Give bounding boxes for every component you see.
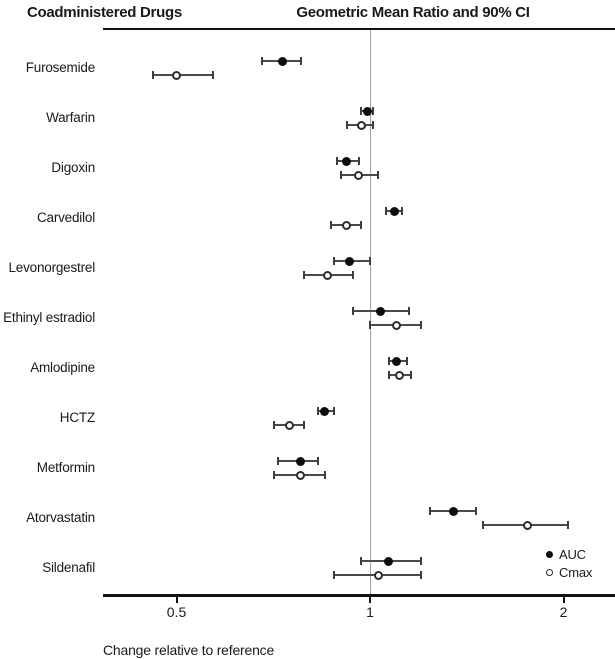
row-metformin-auc-marker [296,456,306,466]
row-levonorgestrel-cmax-marker [323,270,333,280]
column-header-coadministered-drugs: Coadministered Drugs [27,4,182,21]
row-metformin-auc-ci-cap-lo [277,457,280,465]
row-carvedilol-cmax-ci-cap-hi [360,221,363,229]
row-ethinyl-estradiol-cmax-marker [392,320,402,330]
row-warfarin-auc-ci-cap-hi [371,107,374,115]
drug-label-metformin: Metformin [36,460,95,475]
row-atorvastatin-cmax-marker [523,520,533,530]
row-metformin-cmax-ci-cap-hi [323,471,326,479]
row-hctz-cmax-marker [285,420,295,430]
drug-label-hctz: HCTZ [59,410,95,425]
row-ethinyl-estradiol-cmax-ci-cap-hi [419,321,422,329]
row-sildenafil-cmax-ci-cap-hi [419,571,422,579]
header-rule [103,28,615,30]
row-sildenafil-auc-ci-cap-hi [419,557,422,565]
row-hctz-auc-ci-cap-lo [316,407,319,415]
drug-label-atorvastatin: Atorvastatin [26,510,95,525]
row-digoxin-cmax-marker [354,170,364,180]
drug-label-furosemide: Furosemide [25,60,95,75]
x-tick-label-1: 1 [366,604,374,620]
legend-label-cmax: Cmax [559,564,593,580]
row-ethinyl-estradiol-auc-marker [376,306,386,316]
x-tick-2 [562,597,565,603]
row-furosemide-cmax-ci-cap-hi [212,71,215,79]
legend-label-auc: AUC [559,546,586,562]
drug-label-amlodipine: Amlodipine [30,360,95,375]
row-furosemide-auc-ci-cap-hi [299,57,302,65]
row-digoxin-cmax-ci-cap-lo [339,171,342,179]
legend-item-auc: AUC [546,546,586,562]
drug-label-ethinyl-estradiol: Ethinyl estradiol [3,310,95,325]
row-amlodipine-auc-ci-cap-hi [405,357,408,365]
row-digoxin-cmax-ci-cap-hi [377,171,380,179]
row-ethinyl-estradiol-cmax-ci-cap-lo [369,321,371,329]
row-amlodipine-auc-ci-cap-lo [387,357,390,365]
row-carvedilol-cmax-marker [342,220,352,230]
row-sildenafil-cmax-marker [373,570,383,580]
row-carvedilol-auc-ci-cap-hi [400,207,403,215]
row-warfarin-cmax-ci-cap-lo [345,121,348,129]
row-amlodipine-cmax-marker [394,370,404,380]
row-digoxin-auc-ci-cap-hi [357,157,360,165]
filled-circle-icon [546,550,553,558]
row-levonorgestrel-cmax-ci-cap-hi [351,271,354,279]
row-hctz-cmax-ci-cap-lo [273,421,276,429]
row-carvedilol-auc-marker [389,206,399,216]
row-atorvastatin-auc-marker [449,506,459,516]
x-axis-line [103,594,615,597]
row-levonorgestrel-cmax-ci-cap-lo [303,271,306,279]
row-warfarin-cmax-ci-cap-hi [371,121,374,129]
row-metformin-cmax-marker [296,470,306,480]
row-metformin-auc-ci-cap-hi [316,457,319,465]
row-furosemide-cmax-marker [172,70,181,80]
row-atorvastatin-auc-ci-cap-hi [474,507,477,515]
row-sildenafil-cmax-ci-cap-lo [333,571,336,579]
x-axis-label: Change relative to reference [103,642,275,658]
row-carvedilol-cmax-ci-cap-lo [330,221,333,229]
row-hctz-auc-marker [320,406,330,416]
row-levonorgestrel-auc-ci-cap-lo [333,257,336,265]
row-sildenafil-auc-ci-cap-lo [360,557,363,565]
row-atorvastatin-cmax-ci-cap-hi [566,521,569,529]
row-sildenafil-auc-marker [384,556,394,566]
drug-label-warfarin: Warfarin [46,110,95,125]
drug-label-levonorgestrel: Levonorgestrel [8,260,95,275]
row-metformin-cmax-ci-cap-lo [273,471,276,479]
legend-item-cmax: Cmax [546,564,593,580]
row-warfarin-auc-marker [362,106,372,116]
row-hctz-auc-ci-cap-hi [333,407,336,415]
row-levonorgestrel-auc-marker [345,256,355,266]
row-warfarin-cmax-marker [356,120,366,130]
row-carvedilol-auc-ci-cap-lo [385,207,388,215]
reference-line [370,30,371,594]
row-ethinyl-estradiol-auc-ci-cap-hi [408,307,411,315]
row-amlodipine-cmax-ci-cap-lo [387,371,390,379]
drug-label-sildenafil: Sildenafil [42,560,95,575]
row-furosemide-auc-marker [277,56,287,66]
row-atorvastatin-auc-ci-cap-lo [429,507,432,515]
row-hctz-cmax-ci-cap-hi [303,421,306,429]
drug-label-digoxin: Digoxin [51,160,95,175]
drug-label-carvedilol: Carvedilol [36,210,95,225]
chart-title: Geometric Mean Ratio and 90% CI [296,4,530,21]
row-furosemide-cmax-ci-bar [153,74,214,76]
row-amlodipine-cmax-ci-cap-hi [410,371,413,379]
x-tick-label-2: 2 [559,604,568,620]
row-furosemide-cmax-ci-cap-lo [152,71,155,79]
row-digoxin-auc-marker [342,156,352,166]
x-tick-label-0.5: 0.5 [166,604,187,620]
row-furosemide-auc-ci-cap-lo [261,57,264,65]
row-digoxin-auc-ci-cap-lo [336,157,339,165]
row-ethinyl-estradiol-auc-ci-cap-lo [351,307,354,315]
x-tick-1 [369,597,371,603]
row-warfarin-auc-ci-cap-lo [360,107,363,115]
row-amlodipine-auc-marker [392,356,402,366]
row-levonorgestrel-auc-ci-cap-hi [369,257,371,265]
row-atorvastatin-cmax-ci-cap-lo [482,521,485,529]
x-tick-0.5 [175,597,178,603]
open-circle-icon [546,568,553,576]
